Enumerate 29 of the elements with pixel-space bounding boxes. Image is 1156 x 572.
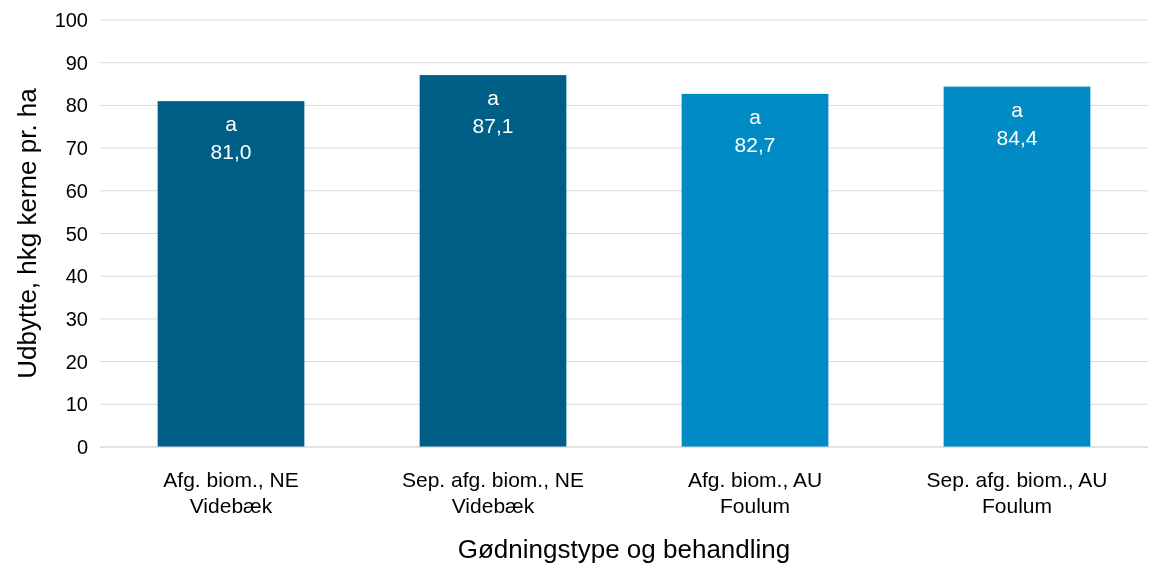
bar xyxy=(943,86,1091,447)
y-tick-label: 70 xyxy=(65,137,88,160)
y-tick-label: 100 xyxy=(54,9,88,31)
x-axis-title: Gødningstype og behandling xyxy=(457,534,791,564)
y-tick-label: 50 xyxy=(65,222,88,245)
bar xyxy=(681,93,829,447)
y-tick-label: 30 xyxy=(65,307,88,330)
y-tick-label: 40 xyxy=(65,265,88,288)
annotation: a xyxy=(749,104,762,128)
y-tick-label: 90 xyxy=(65,51,88,74)
y-tick-label: 0 xyxy=(76,436,88,458)
data-label: 81,0 xyxy=(210,140,252,164)
x-tick-label: Sep. afg. biom., NE Videbæk xyxy=(401,468,585,517)
y-tick-label: 60 xyxy=(65,179,88,202)
x-tick-label: Afg. biom., AU Foulum xyxy=(687,468,823,517)
y-tick-label: 80 xyxy=(65,94,88,117)
annotation: a xyxy=(487,86,500,110)
x-tick-label: Afg. biom., NE Videbæk xyxy=(163,468,299,517)
y-tick-label: 10 xyxy=(65,393,88,416)
bar xyxy=(419,75,567,447)
x-tick-label: Sep. afg. biom., AU Foulum xyxy=(926,468,1108,517)
annotation: a xyxy=(225,112,238,136)
data-label: 82,7 xyxy=(734,132,776,156)
data-label: 87,1 xyxy=(472,114,514,138)
y-tick-label: 20 xyxy=(65,350,88,373)
data-label: 84,4 xyxy=(996,125,1038,149)
bar xyxy=(157,101,305,447)
annotation: a xyxy=(1011,97,1024,121)
y-axis-title: Udbytte, hkg kerne pr. ha xyxy=(12,87,42,379)
